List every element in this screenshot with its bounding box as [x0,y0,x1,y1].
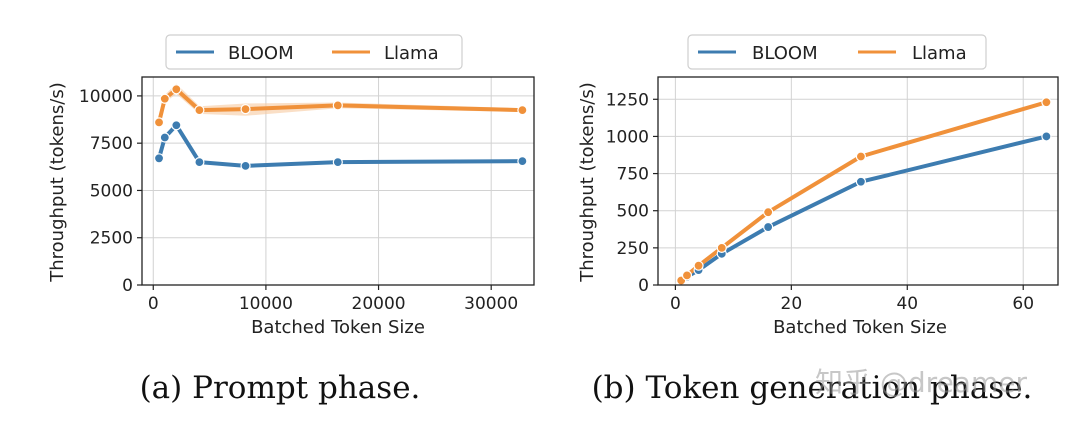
point-bloom-a-1 [159,132,170,143]
point-llama-a-6 [517,104,528,116]
x-tick-label-b-3: 60 [1012,294,1034,314]
caption-b: (b) Token generation phase. [592,370,1033,406]
y-tick-label-b-4: 1000 [606,127,649,147]
y-tick-label-a-3: 7500 [90,134,133,154]
point-bloom-a-2 [171,120,182,131]
y-ticks-b: 0 250 500 750 1000 1250 [606,90,658,296]
point-bloom-a-4 [240,160,251,171]
point-llama-b-3 [716,242,727,253]
legend-label-bloom-a: BLOOM [228,43,294,64]
legend-label-llama-a: Llama [384,43,439,64]
y-tick-label-a-4: 10000 [79,87,133,107]
line-llama-b [679,100,1049,283]
point-bloom-a-6 [517,156,528,167]
point-llama-a-1 [159,93,170,104]
point-bloom-b-4 [763,221,774,233]
y-tick-label-b-1: 250 [617,239,649,259]
x-tick-label-a-3: 30000 [464,294,518,314]
y-tick-label-b-5: 1250 [606,90,649,110]
y-tick-label-b-2: 500 [617,202,649,222]
y-tick-label-a-0: 0 [122,276,133,296]
grid-a [142,77,534,286]
y-tick-label-a-2: 5000 [90,181,133,201]
point-bloom-b-5 [855,176,866,187]
series-lines-b [679,100,1049,284]
point-llama-b-2 [693,260,704,271]
x-tick-label-b-2: 40 [896,294,918,314]
y-tick-label-b-3: 750 [617,165,649,185]
series-points-a [153,84,528,171]
x-tick-label-a-0: 0 [148,294,159,314]
legend-box-b [687,34,987,70]
caption-a: (a) Prompt phase. [140,370,421,406]
series-points-b [676,97,1052,287]
plot-frame-a [141,76,535,286]
point-llama-b-5 [855,151,866,162]
x-tick-label-a-2: 20000 [352,294,406,314]
point-llama-a-4 [240,104,251,115]
point-bloom-b-6 [1041,131,1052,142]
point-llama-b-4 [763,207,774,218]
x-ticks-a: 0 10000 20000 30000 [148,285,518,314]
legend-label-bloom-b: BLOOM [752,43,818,64]
y-tick-label-b-0: 0 [638,276,649,296]
watermark: 知乎 @dreamer [815,366,1027,399]
point-bloom-a-5 [332,156,343,168]
series-lines-a [157,87,525,168]
point-llama-a-0 [153,117,165,128]
panel-prompt-phase: 0 2500 5000 7500 10000 0 10000 20000 30000 Batc… [47,34,535,406]
x-axis-label-b: Batched Token Size [773,317,947,338]
point-llama-b-1 [681,270,693,281]
x-tick-label-a-1: 10000 [239,294,293,314]
y-axis-label-b: Throughput (tokens/s) [577,82,598,282]
plot-frame-b [657,76,1059,286]
x-axis-label-a: Batched Token Size [251,317,425,338]
legend-label-llama-b: Llama [912,43,967,64]
x-ticks-b: 0 20 40 60 [670,285,1034,314]
point-llama-a-3 [194,104,205,116]
legend-box-a [165,34,463,70]
point-llama-b-6 [1041,97,1052,108]
y-axis-label-a: Throughput (tokens/s) [47,82,68,282]
legend-a: BLOOM Llama [165,34,463,70]
panel-token-generation-phase: 0 250 500 750 1000 1250 0 20 40 60 Batched Token… [577,34,1059,406]
x-tick-label-b-0: 0 [670,294,681,314]
x-tick-label-b-1: 20 [781,294,803,314]
point-bloom-a-0 [153,153,165,164]
y-ticks-a: 0 2500 5000 7500 10000 [79,87,142,296]
y-tick-label-a-1: 2500 [90,229,133,249]
point-bloom-a-3 [194,156,205,168]
point-llama-a-5 [332,100,343,111]
legend-b: BLOOM Llama [687,34,987,70]
point-llama-a-2 [171,84,182,95]
